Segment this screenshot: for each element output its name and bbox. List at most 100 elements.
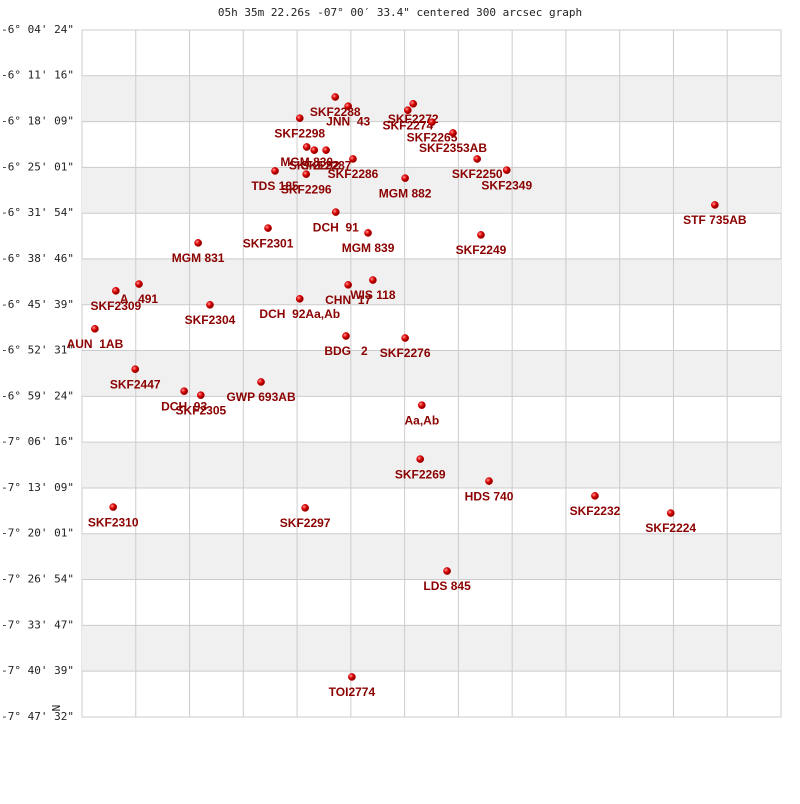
star-point (206, 300, 214, 309)
star-point (349, 155, 357, 163)
star-point (364, 229, 372, 237)
star-point (344, 281, 353, 289)
star-label: SKF2292 (289, 158, 340, 172)
star-label: SKF2232 (570, 504, 621, 518)
star-label: STF 735AB (683, 213, 747, 227)
star-label: JNN 43 (326, 114, 370, 128)
star-point (449, 129, 457, 137)
star-point (196, 391, 205, 400)
star-label: DCH 91 (313, 220, 359, 234)
star-point (295, 114, 304, 123)
star-point (271, 167, 279, 175)
y-tick-label: -7° 26' 54" (1, 573, 74, 586)
star-point (344, 102, 353, 111)
star-label: SKF2265 (407, 130, 458, 144)
star-point (348, 673, 356, 681)
star-label: MGM 882 (379, 186, 432, 200)
star-point (403, 106, 412, 115)
star-point (322, 146, 330, 155)
y-tick-label: -7° 33' 47" (1, 618, 74, 631)
y-tick-label: -6° 18' 09" (1, 115, 74, 128)
star-point (302, 143, 311, 151)
star-point (369, 276, 377, 284)
star-label: SKF2249 (456, 243, 507, 257)
star-label: SKF2272 (388, 112, 439, 126)
band (82, 258, 781, 305)
star-point (264, 224, 272, 232)
star-point (428, 118, 436, 127)
star-point (485, 477, 493, 485)
star-point (416, 455, 425, 463)
star-label: MGM 830 (280, 155, 333, 169)
band (82, 350, 781, 397)
star-label: DCH 93 (161, 399, 207, 413)
y-tick-label: -7° 20' 01" (1, 527, 74, 540)
star-label: SKF2353AB (419, 141, 487, 155)
star-label: SKF2298 (274, 126, 325, 140)
star-point (257, 378, 265, 386)
star-label: SKF2296 (281, 182, 332, 196)
y-tick-label: -6° 11' 16" (1, 69, 74, 82)
band-layer (81, 29, 782, 718)
y-tick-label: -7° 06' 16" (1, 435, 74, 448)
star-label: SKF2304 (185, 313, 236, 327)
star-point (194, 239, 202, 247)
star-label: SKF2276 (380, 346, 431, 360)
y-tick-label: -6° 25' 01" (1, 160, 74, 173)
star-label: SKF2297 (280, 516, 331, 530)
star-label: TOI2774 (329, 685, 376, 699)
star-label: AUN 1AB (67, 337, 124, 351)
star-point (409, 99, 418, 108)
star-label: CHN 17 (325, 293, 371, 307)
star-label: SKF2250 (452, 167, 503, 181)
y-tick-label: -6° 52' 31" (1, 344, 74, 357)
star-label: LDS 845 (423, 579, 471, 593)
star-label: SKF2301 (243, 236, 294, 250)
star-point (112, 287, 120, 295)
star-label: WIS 118 (350, 288, 396, 302)
star-label: HDS 740 (465, 489, 514, 503)
star-point (310, 146, 319, 155)
star-point (180, 387, 189, 396)
star-point (443, 567, 451, 575)
band (82, 533, 781, 580)
y-tick-label: -7° 40' 39" (1, 664, 74, 677)
star-label: SKF2349 (481, 178, 532, 192)
star-point (502, 166, 511, 175)
star-point (91, 324, 99, 333)
star-point (302, 170, 311, 179)
north-label: N (50, 705, 63, 712)
star-label: SKF2274 (382, 118, 433, 132)
star-label: DCH 92Aa,Ab (259, 307, 340, 321)
star-label: SKF2310 (88, 515, 139, 529)
y-tick-label: -6° 31' 54" (1, 206, 74, 219)
y-tick-label: -6° 59' 24" (1, 389, 74, 402)
star-point (331, 93, 340, 101)
y-tick-label: -7° 13' 09" (1, 481, 74, 494)
star-label: SKF2286 (328, 167, 379, 181)
star-point (301, 504, 309, 512)
y-tick-label: -6° 45' 39" (1, 298, 74, 311)
band (82, 442, 781, 488)
star-point (473, 155, 482, 163)
band (82, 75, 781, 122)
star-label: SKF2447 (110, 377, 161, 391)
star-point (401, 334, 410, 342)
star-label: MGM 839 (342, 241, 395, 255)
y-tick-label: -6° 04' 24" (1, 23, 74, 36)
chart-title: 05h 35m 22.26s -07° 00′ 33.4" centered 3… (218, 6, 582, 19)
band (82, 625, 781, 672)
star-label: SKF2224 (645, 521, 696, 535)
star-point (417, 401, 426, 410)
star-label: SKF2305 (175, 403, 226, 417)
star-point (109, 503, 118, 511)
star-point (477, 231, 485, 239)
star-label: A 491 (120, 292, 159, 306)
star-label: SKF2287 (301, 158, 352, 172)
star-label: SKF2269 (395, 467, 446, 481)
star-label: BDG 2 (324, 344, 368, 358)
star-label: MGM 831 (172, 251, 225, 265)
